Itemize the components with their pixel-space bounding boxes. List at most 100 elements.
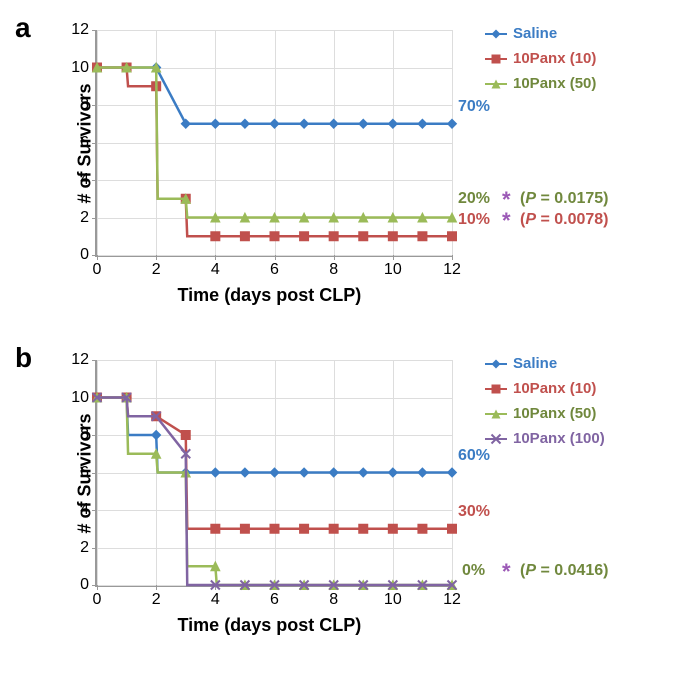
xtick-label: 2 — [152, 591, 161, 609]
legend: Saline 10Panx (10) 10Panx (50) — [485, 25, 596, 100]
series-marker — [240, 119, 249, 128]
series-marker — [359, 119, 368, 128]
plot-area: 024681012024681012 — [95, 360, 452, 587]
ytick-label: 10 — [71, 389, 89, 407]
series-marker — [240, 468, 249, 477]
series-marker — [448, 468, 457, 477]
legend-item: 10Panx (50) — [485, 405, 605, 422]
plot-area: 024681012024681012 — [95, 30, 452, 257]
legend-label: 10Panx (50) — [513, 75, 596, 92]
annotation: (P = 0.0416) — [520, 562, 609, 580]
legend-label: 10Panx (50) — [513, 405, 596, 422]
series-marker — [270, 232, 279, 241]
legend-label: Saline — [513, 25, 557, 42]
legend-label: 10Panx (10) — [513, 380, 596, 397]
series-marker — [329, 232, 338, 241]
series-marker — [448, 119, 457, 128]
ytick-label: 0 — [80, 576, 89, 594]
x-axis-label: Time (days post CLP) — [178, 285, 362, 306]
legend: Saline 10Panx (10) 10Panx (50) 10Panx (100) — [485, 355, 605, 455]
ytick-label: 0 — [80, 246, 89, 264]
xtick-label: 8 — [329, 261, 338, 279]
legend-item: 10Panx (10) — [485, 380, 605, 397]
legend-label: 10Panx (100) — [513, 430, 605, 447]
legend-item: 10Panx (100) — [485, 430, 605, 447]
legend-item: Saline — [485, 355, 605, 372]
xtick-label: 12 — [443, 261, 461, 279]
legend-item: 10Panx (10) — [485, 50, 596, 67]
series-marker — [211, 524, 220, 533]
series-marker — [329, 468, 338, 477]
series-line — [97, 68, 452, 124]
series-marker — [418, 524, 427, 533]
series-marker — [388, 119, 397, 128]
series-marker — [240, 232, 249, 241]
series-marker — [359, 232, 368, 241]
annotation: (P = 0.0175) — [520, 190, 609, 208]
series-marker — [270, 524, 279, 533]
xtick-label: 4 — [211, 261, 220, 279]
xtick-label: 2 — [152, 261, 161, 279]
y-axis-label: # of Survivors — [75, 413, 96, 533]
ytick-label: 2 — [80, 209, 89, 227]
legend-item: 10Panx (50) — [485, 75, 596, 92]
series-marker — [329, 119, 338, 128]
panel-label: b — [15, 342, 32, 374]
annotation: 10% — [458, 211, 490, 229]
series-marker — [418, 119, 427, 128]
series-line — [97, 398, 452, 586]
annotation: 70% — [458, 98, 490, 116]
series-marker — [270, 119, 279, 128]
xtick-label: 8 — [329, 591, 338, 609]
series-marker — [418, 468, 427, 477]
xtick-label: 0 — [93, 591, 102, 609]
series-marker — [448, 232, 457, 241]
series-line — [97, 398, 452, 586]
legend-label: Saline — [513, 355, 557, 372]
annotation: * — [502, 208, 511, 234]
chart-svg — [97, 360, 452, 585]
series-marker — [329, 524, 338, 533]
series-marker — [300, 232, 309, 241]
ytick-label: 12 — [71, 21, 89, 39]
ytick-label: 2 — [80, 539, 89, 557]
series-marker — [300, 119, 309, 128]
chart-panel-b: b 024681012024681012# of Survivors Time (d… — [10, 340, 675, 660]
annotation: 60% — [458, 447, 490, 465]
xtick-label: 6 — [270, 261, 279, 279]
panel-label: a — [15, 12, 31, 44]
series-marker — [359, 468, 368, 477]
series-marker — [448, 524, 457, 533]
xtick-label: 0 — [93, 261, 102, 279]
series-marker — [300, 524, 309, 533]
xtick-label: 4 — [211, 591, 220, 609]
ytick-label: 10 — [71, 59, 89, 77]
legend-item: Saline — [485, 25, 596, 42]
annotation: 0% — [462, 562, 485, 580]
series-marker — [211, 232, 220, 241]
series-marker — [388, 524, 397, 533]
xtick-label: 10 — [384, 261, 402, 279]
series-line — [97, 68, 452, 237]
series-line — [97, 398, 452, 473]
x-axis-label: Time (days post CLP) — [178, 615, 362, 636]
series-line — [97, 68, 452, 218]
series-marker — [152, 431, 161, 440]
xtick-label: 6 — [270, 591, 279, 609]
annotation: 20% — [458, 190, 490, 208]
series-marker — [211, 468, 220, 477]
annotation: (P = 0.0078) — [520, 211, 609, 229]
annotation: 30% — [458, 503, 490, 521]
y-axis-label: # of Survivors — [75, 83, 96, 203]
series-marker — [270, 468, 279, 477]
chart-svg — [97, 30, 452, 255]
series-marker — [211, 119, 220, 128]
ytick-label: 12 — [71, 351, 89, 369]
legend-label: 10Panx (10) — [513, 50, 596, 67]
series-marker — [240, 524, 249, 533]
series-marker — [418, 232, 427, 241]
xtick-label: 10 — [384, 591, 402, 609]
chart-panel-a: a 024681012024681012# of Survivors Time (d… — [10, 10, 675, 330]
series-marker — [300, 468, 309, 477]
series-marker — [181, 431, 190, 440]
